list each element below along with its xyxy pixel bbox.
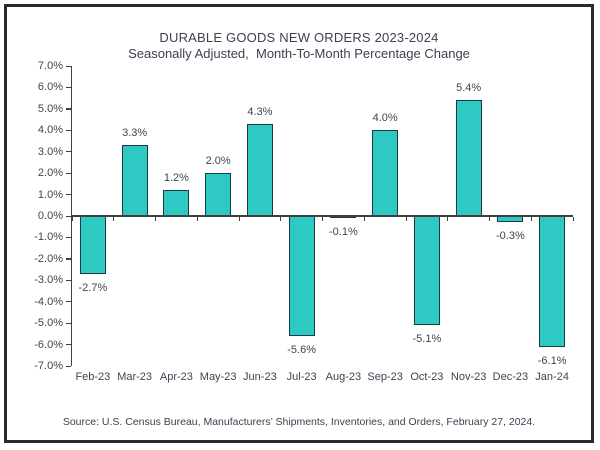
y-tick-label: 7.0% [37,60,63,72]
y-tick-label: 3.0% [37,145,63,158]
bar-label-Jun-23: 4.3% [247,105,273,118]
y-tick-mark [66,258,71,260]
x-category-label: Oct-23 [410,371,444,383]
y-tick-label: -5.0% [34,317,63,330]
x-category-label: Nov-23 [450,371,487,383]
y-tick-mark [66,129,71,131]
bar-label-Apr-23: 1.2% [163,172,189,185]
chart-subtitle: Seasonally Adjusted, Month-To-Month Perc… [128,46,470,61]
y-tick-label: 0.0% [37,210,63,222]
y-tick-mark [66,108,71,110]
x-tick-mark [196,216,198,221]
x-category-label: Apr-23 [159,371,193,383]
bar-label-Feb-23: -2.7% [78,281,108,294]
source-note: Source: U.S. Census Bureau, Manufacturer… [62,416,536,428]
y-tick-mark [66,151,71,153]
y-tick-mark [66,322,71,324]
y-tick-label: 1.0% [37,188,63,201]
bar-Jul-23 [288,216,315,336]
y-tick-label: -2.0% [34,252,63,265]
bar-Jun-23 [246,123,273,216]
x-category-label: Aug-23 [325,371,362,383]
x-tick-mark [155,216,157,221]
y-tick-label: 2.0% [37,167,63,180]
y-tick-mark [66,344,71,346]
x-category-label: Dec-23 [492,371,529,383]
bar-Oct-23 [413,216,440,326]
x-category-label: Feb-23 [75,371,111,383]
bar-Jan-24 [539,216,566,347]
y-tick-label: -3.0% [34,274,63,287]
x-tick-mark [447,216,449,221]
x-category-label: Sep-23 [367,371,403,383]
y-tick-mark [66,172,71,174]
bar-Apr-23 [163,190,190,216]
bar-Feb-23 [79,216,106,274]
x-category-label: Jun-23 [243,371,277,383]
chart-frame: DURABLE GOODS NEW ORDERS 2023-2024 Seaso… [4,4,594,443]
y-tick-mark [66,194,71,196]
y-tick-label: 4.0% [37,124,63,137]
y-tick-mark [66,86,71,89]
bar-label-Nov-23: 5.4% [456,82,482,95]
y-tick-label: -4.0% [34,295,63,308]
x-category-label: Jan-24 [535,371,569,383]
bar-May-23 [205,173,232,216]
y-tick-mark [66,279,71,281]
y-tick-label: 5.0% [37,102,63,115]
x-tick-mark [530,216,532,221]
bar-label-Dec-23: -0.3% [496,230,525,243]
x-category-label: Jul-23 [286,371,317,383]
bar-Mar-23 [121,145,148,216]
bar-label-Aug-23: -0.1% [329,226,358,239]
bar-label-Oct-23: -5.1% [412,333,442,346]
y-axis [70,66,72,366]
x-tick-mark [572,216,574,221]
y-tick-label: -1.0% [34,231,63,244]
bar-Sep-23 [372,130,399,216]
y-tick-mark [66,215,71,217]
x-category-label: May-23 [199,371,237,383]
y-tick-label: -7.0% [34,360,63,372]
x-tick-mark [280,216,282,221]
bar-label-Jan-24: -6.1% [537,354,567,367]
y-tick-mark [66,365,71,367]
x-axis-baseline [72,215,573,217]
bar-Nov-23 [455,100,482,216]
y-tick-label: 6.0% [37,81,63,94]
bar-label-Sep-23: 4.0% [372,112,398,125]
y-tick-mark [66,236,71,239]
bar-label-Mar-23: 3.3% [122,127,148,140]
y-tick-mark [66,65,71,67]
x-tick-mark [113,216,115,221]
x-tick-mark [322,216,324,221]
x-tick-mark [71,216,73,221]
x-tick-mark [238,216,240,221]
y-tick-label: -6.0% [34,338,63,351]
bar-label-Jul-23: -5.6% [287,344,316,356]
x-category-label: Mar-23 [117,371,153,383]
chart-title: DURABLE GOODS NEW ORDERS 2023-2024 [159,30,439,45]
x-tick-mark [405,216,407,221]
bar-Dec-23 [497,216,524,223]
x-tick-mark [489,216,491,221]
bar-label-May-23: 2.0% [205,155,231,168]
y-tick-mark [66,301,71,303]
x-tick-mark [363,216,365,221]
